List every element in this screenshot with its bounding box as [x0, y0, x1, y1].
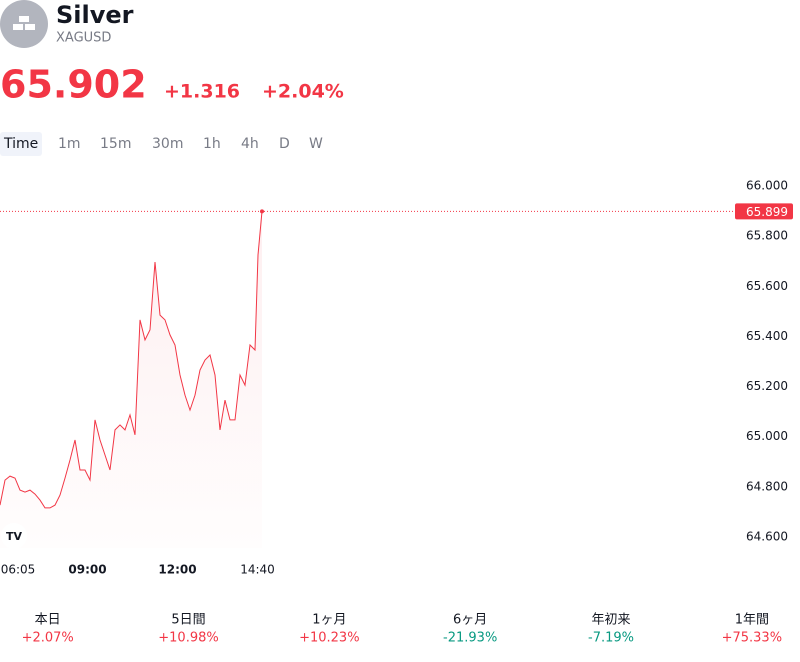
last-price-label: 65.899	[746, 205, 788, 219]
tab-selected-bg	[0, 132, 42, 156]
performance-period[interactable]: 本日	[35, 613, 61, 628]
performance-value: +10.23%	[299, 631, 359, 646]
symbol: XAGUSD	[56, 31, 111, 46]
tv-logo: TV	[1, 523, 27, 549]
price-line	[0, 211, 263, 509]
timeframe-tab[interactable]: 1m	[58, 136, 81, 152]
y-tick-label: 65.000	[746, 429, 788, 443]
area-fill	[0, 211, 262, 549]
y-tick-label: 65.400	[746, 329, 788, 343]
last-price-box	[735, 203, 793, 220]
x-tick-label: 12:00	[158, 563, 196, 577]
x-tick-label: 14:40	[240, 563, 275, 577]
timeframe-tab[interactable]: 30m	[152, 136, 183, 152]
y-tick-label: 66.000	[746, 179, 788, 193]
price: 65.902	[0, 63, 147, 107]
performance-period[interactable]: 1ヶ月	[312, 613, 346, 628]
performance-value: -7.19%	[588, 631, 634, 646]
y-tick-label: 65.800	[746, 229, 788, 243]
svg-text:TV: TV	[6, 530, 23, 543]
icon-bars	[13, 16, 35, 30]
timeframe-tab[interactable]: Time	[3, 136, 38, 152]
y-tick-label: 65.600	[746, 279, 788, 293]
performance-value: +10.98%	[158, 631, 218, 646]
performance-period[interactable]: 1年間	[735, 613, 769, 628]
x-tick-label: 06:05	[1, 563, 36, 577]
performance-value: +2.07%	[22, 631, 74, 646]
y-tick-label: 64.600	[746, 529, 788, 543]
performance-period[interactable]: 5日間	[171, 613, 205, 628]
performance-period[interactable]: 年初来	[591, 613, 630, 628]
timeframe-tab[interactable]: W	[309, 136, 323, 152]
change-percent: +2.04%	[262, 81, 344, 103]
timeframe-tab[interactable]: D	[279, 136, 290, 152]
performance-period[interactable]: 6ヶ月	[453, 613, 487, 628]
y-tick-label: 65.200	[746, 379, 788, 393]
x-tick-label: 09:00	[68, 563, 106, 577]
performance-value: -21.93%	[443, 631, 497, 646]
y-tick-label: 64.800	[746, 479, 788, 493]
performance-value: +75.33%	[722, 631, 782, 646]
timeframe-tab[interactable]: 4h	[241, 136, 259, 152]
title: Silver	[56, 1, 134, 29]
change: +1.316	[164, 81, 240, 103]
timeframe-tab[interactable]: 1h	[203, 136, 221, 152]
symbol-icon	[0, 0, 48, 48]
timeframe-tab[interactable]: 15m	[100, 136, 131, 152]
